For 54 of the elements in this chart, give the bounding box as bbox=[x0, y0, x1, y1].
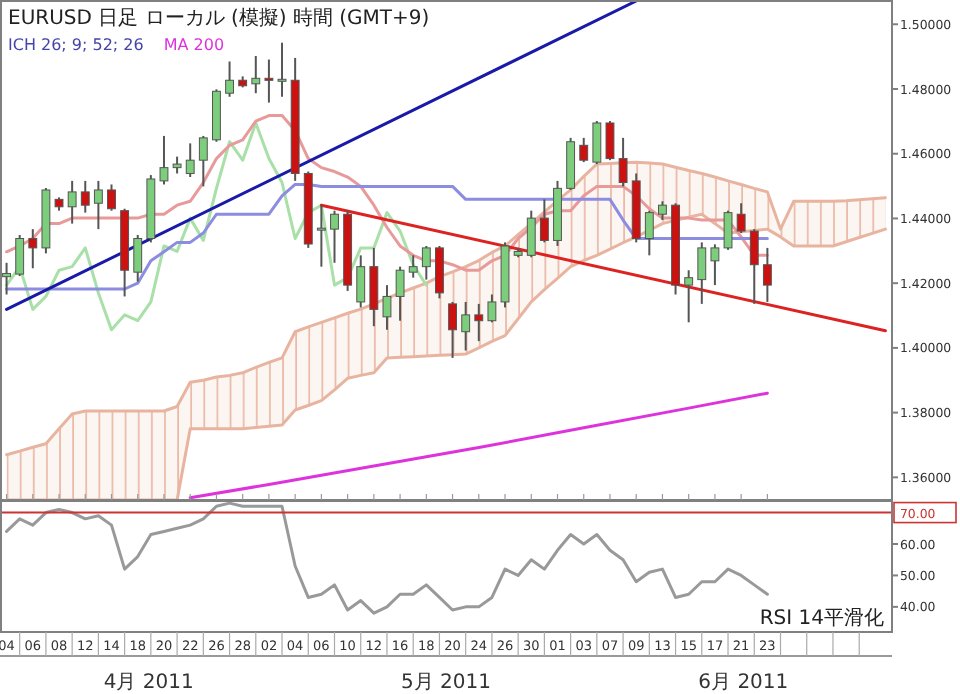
candlestick bbox=[408, 254, 418, 279]
candlestick bbox=[566, 136, 576, 191]
text: 5月 2011 bbox=[401, 672, 491, 694]
candlestick bbox=[15, 233, 25, 278]
candlestick bbox=[198, 134, 208, 188]
candlestick bbox=[93, 179, 103, 231]
candlestick bbox=[382, 284, 392, 331]
candlestick bbox=[526, 209, 536, 259]
candlestick bbox=[28, 228, 38, 270]
candlestick bbox=[461, 300, 471, 352]
candlestick bbox=[277, 41, 287, 98]
candlestick bbox=[369, 246, 379, 328]
candlestick bbox=[80, 179, 90, 214]
chart-title: EURUSD 日足 ローカル (模擬) 時間 (GMT+9) bbox=[8, 6, 430, 30]
candlestick bbox=[251, 54, 261, 95]
candlestick bbox=[605, 120, 615, 162]
candlestick bbox=[579, 136, 589, 164]
candlestick bbox=[2, 261, 11, 296]
candlestick bbox=[539, 198, 549, 244]
candlestick bbox=[107, 183, 116, 212]
candlestick bbox=[395, 265, 405, 322]
candlestick bbox=[658, 200, 667, 222]
candlestick bbox=[225, 60, 234, 98]
line-series bbox=[188, 391, 769, 500]
candlestick bbox=[749, 228, 759, 305]
candlestick bbox=[264, 58, 274, 104]
candlestick bbox=[736, 202, 746, 235]
candlestick bbox=[762, 246, 772, 303]
text: RSI 14平滑化 bbox=[759, 606, 884, 630]
candlestick bbox=[474, 302, 484, 343]
candlestick bbox=[684, 269, 694, 324]
candlestick bbox=[618, 136, 628, 188]
text: MA 200 bbox=[163, 36, 225, 54]
annotation: ICH 26; 9; 52; 26 bbox=[8, 36, 144, 54]
candlestick bbox=[592, 120, 602, 166]
candlestick bbox=[487, 293, 497, 324]
candlestick bbox=[435, 244, 444, 300]
candlestick bbox=[723, 209, 733, 251]
candlestick bbox=[644, 209, 654, 257]
candlestick bbox=[356, 254, 366, 309]
candlestick bbox=[159, 134, 169, 186]
line-series bbox=[5, 121, 428, 332]
line-series bbox=[5, 182, 769, 291]
text: 4月 2011 bbox=[103, 672, 194, 694]
candlestick bbox=[697, 241, 707, 305]
candlestick bbox=[330, 209, 339, 264]
candlestick bbox=[316, 204, 326, 268]
text: 6月 2011 bbox=[698, 672, 789, 694]
candlestick bbox=[710, 243, 720, 287]
candlestick bbox=[185, 142, 195, 179]
candlestick bbox=[448, 300, 457, 359]
candlestick bbox=[421, 244, 431, 281]
candlestick bbox=[67, 179, 77, 225]
candlestick bbox=[133, 233, 143, 283]
